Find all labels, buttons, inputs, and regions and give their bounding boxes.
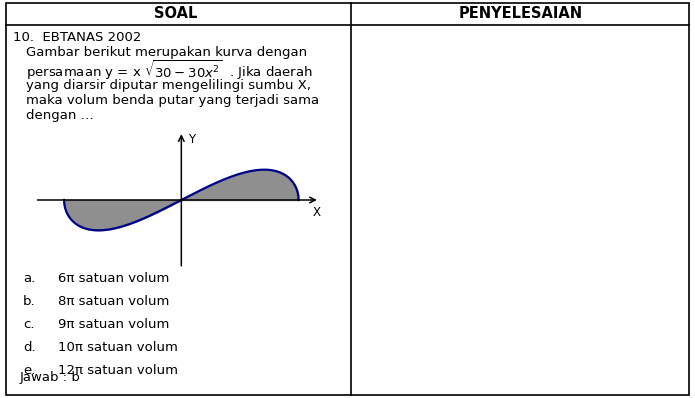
Text: 8π satuan volum: 8π satuan volum [58, 295, 169, 308]
Text: b.: b. [23, 295, 35, 308]
Text: SOAL: SOAL [154, 6, 197, 21]
Text: e.: e. [23, 365, 35, 377]
Text: Y: Y [188, 133, 195, 146]
Text: 10.  EBTANAS 2002: 10. EBTANAS 2002 [13, 31, 141, 44]
Text: Jawab : b: Jawab : b [19, 371, 81, 384]
Text: yang diarsir diputar mengelilingi sumbu X,: yang diarsir diputar mengelilingi sumbu … [26, 79, 311, 92]
Text: 12π satuan volum: 12π satuan volum [58, 365, 178, 377]
Text: Gambar berikut merupakan kurva dengan: Gambar berikut merupakan kurva dengan [26, 46, 307, 59]
Text: X: X [312, 206, 320, 219]
Text: 6π satuan volum: 6π satuan volum [58, 272, 169, 285]
Text: persamaan y = x $\sqrt{30 - 30x^{2}}$  . Jika daerah: persamaan y = x $\sqrt{30 - 30x^{2}}$ . … [26, 58, 313, 82]
Text: a.: a. [23, 272, 35, 285]
Text: 10π satuan volum: 10π satuan volum [58, 341, 177, 354]
Text: 9π satuan volum: 9π satuan volum [58, 318, 169, 331]
Text: PENYELESAIAN: PENYELESAIAN [458, 6, 582, 21]
Text: dengan …: dengan … [26, 109, 94, 122]
Text: d.: d. [23, 341, 35, 354]
Text: maka volum benda putar yang terjadi sama: maka volum benda putar yang terjadi sama [26, 94, 320, 107]
Text: c.: c. [23, 318, 35, 331]
